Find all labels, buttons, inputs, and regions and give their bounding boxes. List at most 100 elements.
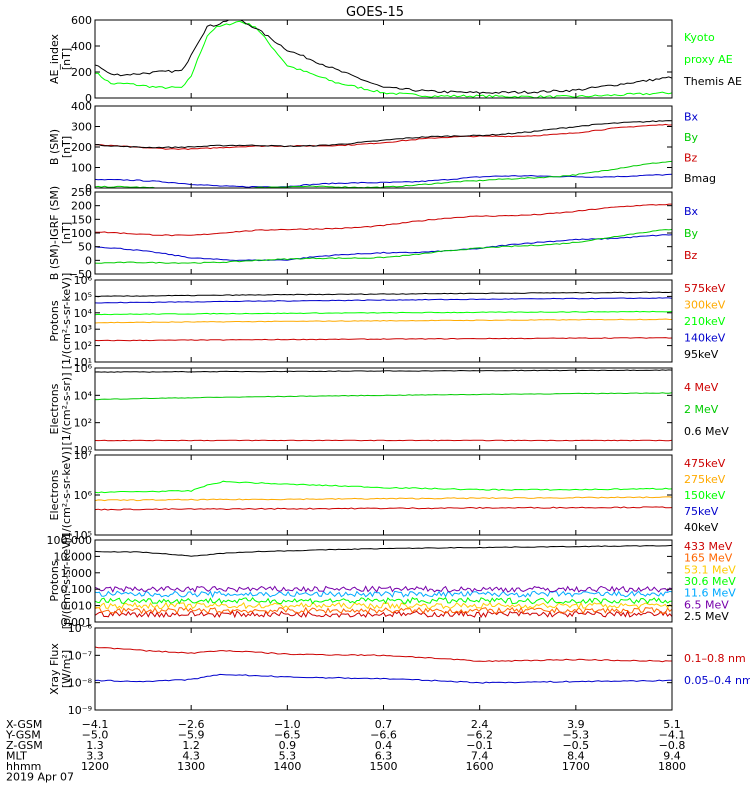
- y-axis-label: Electrons: [48, 469, 61, 520]
- y-axis-label: [1/(cm²-s-sr-keV)]: [60, 447, 73, 544]
- y-tick-label: 10⁴: [74, 307, 93, 320]
- series-line-protons-mev-3: [95, 596, 672, 605]
- ephemeris-value: 1.3: [86, 739, 104, 752]
- ephemeris-row-label: hhmm: [6, 760, 41, 773]
- ephemeris-value: 5.3: [279, 750, 297, 763]
- ephemeris-value: −6.6: [370, 729, 397, 742]
- panel-frame: [94, 191, 673, 275]
- ephemeris-value: 6.3: [375, 750, 393, 763]
- y-tick-label: 10¹: [74, 356, 92, 369]
- series-line-protons-mev-2: [95, 601, 672, 610]
- ephemeris-value: −5.9: [178, 729, 205, 742]
- legend-entry: Bx: [684, 205, 699, 218]
- y-tick-label: 100.000: [47, 534, 93, 547]
- legend-entry: 95keV: [684, 348, 719, 361]
- y-tick-label: 0: [85, 182, 92, 195]
- legend-entry: By: [684, 227, 699, 240]
- y-axis-label: Protons: [48, 560, 61, 601]
- ephemeris-value: 1300: [177, 760, 205, 773]
- legend-entry: Bz: [684, 249, 698, 262]
- ephemeris-value: 1400: [273, 760, 301, 773]
- ephemeris-value: 4.3: [182, 750, 200, 763]
- y-axis-label: [nT]: [60, 136, 73, 158]
- y-tick-label: 600: [71, 14, 92, 27]
- ephemeris-value: −0.5: [562, 739, 589, 752]
- y-axis-label: [1/(cm²-s-sr)]: [60, 373, 73, 446]
- y-axis-label: Xray Flux: [48, 643, 61, 695]
- legend-entry: 150keV: [684, 489, 726, 502]
- ephemeris-value: 1800: [658, 760, 686, 773]
- legend-entry: By: [684, 131, 699, 144]
- ephemeris-value: 5.1: [663, 718, 681, 731]
- y-tick-label: 300: [71, 121, 92, 134]
- panel-electrons-mev: 10⁰ 10² 10⁴ 10⁶ Electrons [1/(cm²-s-sr)] 4 MeV…: [48, 362, 729, 457]
- ephemeris-value: −1.0: [274, 718, 301, 731]
- panel-ae-index: 0 200 400 600 AE_index [nT] Kyoto proxy AE Themi…: [48, 14, 742, 105]
- y-tick-label: 10.000: [54, 550, 93, 563]
- ephemeris-value: 1500: [370, 760, 398, 773]
- y-tick-label: 50: [78, 241, 92, 254]
- ephemeris-row-label: Y-GSM: [5, 729, 41, 742]
- legend-entry: 75keV: [684, 505, 719, 518]
- series-line-electrons-mev-1: [95, 392, 672, 401]
- ephemeris-value: 0.4: [375, 739, 393, 752]
- y-tick-label: 10⁻⁶: [68, 622, 93, 635]
- y-tick-label: 10³: [74, 323, 92, 336]
- y-axis-label: Electrons: [48, 383, 61, 434]
- series-line-electrons-kev-2: [95, 480, 672, 494]
- ephemeris-value: −5.0: [82, 729, 109, 742]
- legend-entry: 40keV: [684, 521, 719, 534]
- y-tick-label: 0: [85, 92, 92, 105]
- series-line-protons-low-0: [95, 337, 672, 342]
- legend-entry: Bz: [684, 151, 698, 164]
- series-line-electrons-mev-0: [95, 439, 672, 442]
- y-tick-label: 10⁶: [74, 274, 93, 287]
- ephemeris-value: 1200: [81, 760, 109, 773]
- series-line-b-minus-igrf-1: [95, 229, 672, 264]
- figure-title: GOES-15: [346, 5, 404, 20]
- y-tick-label: 10⁵: [74, 290, 92, 303]
- legend-entry: 275keV: [684, 473, 726, 486]
- legend-entry: 4 MeV: [684, 381, 719, 394]
- series-line-electrons-kev-1: [95, 496, 672, 502]
- ephemeris-value: 2.4: [471, 718, 489, 731]
- series-line-b-minus-igrf-2: [95, 203, 672, 237]
- y-axis-label: B (SM): [48, 129, 61, 165]
- series-line-protons-low-3: [95, 297, 672, 304]
- ephemeris-value: 1600: [466, 760, 494, 773]
- legend-entry: 0.05–0.4 nm: [684, 674, 750, 687]
- ephemeris-value: −2.6: [178, 718, 205, 731]
- series-line-protons-mev-1: [95, 606, 672, 615]
- y-tick-label: 0.001: [61, 616, 93, 629]
- legend-entry: proxy AE: [684, 53, 733, 66]
- panel-protons-mev: 0.001 0.010 0.100 1.000 10.000 100.000 Protons…: [47, 533, 737, 630]
- ephemeris-value: −4.1: [659, 729, 686, 742]
- y-tick-label: 0.100: [61, 583, 93, 596]
- y-tick-label: 10⁵: [74, 529, 92, 542]
- legend-entry: 2 MeV: [684, 403, 719, 416]
- ephemeris-value: 8.4: [567, 750, 585, 763]
- series-line-protons-mev-6: [95, 544, 672, 557]
- y-tick-label: 10⁻⁷: [68, 649, 92, 662]
- y-axis-label: [1/(cm²-s-sr-keV)]: [60, 273, 73, 370]
- legend-entry: Themis AE: [683, 75, 742, 88]
- series-line-xray-flux-1: [95, 673, 672, 684]
- ephemeris-value: 9.4: [663, 750, 681, 763]
- ephemeris-table: X-GSM −4.1 −2.6 −1.0 0.7 2.4 3.9 5.1 Y-GSM −5.0 −5…: [5, 718, 686, 784]
- y-axis-label: [nT]: [60, 222, 73, 244]
- y-axis-label: B (SM)-IGRF (SM): [48, 186, 61, 280]
- legend-entry: 11.6 MeV: [684, 587, 736, 600]
- legend-entry: 475keV: [684, 457, 726, 470]
- y-tick-label: 400: [71, 100, 92, 113]
- y-axis-label: [W/m²]: [60, 650, 73, 688]
- ephemeris-value: 0.9: [279, 739, 297, 752]
- y-tick-label: 1.000: [61, 567, 93, 580]
- y-axis-label: [p/(cm²-s-sr-keV)]: [60, 533, 73, 630]
- legend-entry: 165 MeV: [684, 552, 733, 565]
- legend-entry: 300keV: [684, 299, 726, 312]
- ephemeris-value: 3.3: [86, 750, 104, 763]
- y-axis-label: AE_index: [48, 33, 61, 84]
- y-tick-label: 10⁰: [74, 444, 93, 457]
- panel-xray-flux: 10⁻⁹ 10⁻⁸ 10⁻⁷ 10⁻⁶ Xray Flux [W/m²] 0.1–0.8 n…: [48, 622, 750, 717]
- legend-entry: Bmag: [684, 172, 716, 185]
